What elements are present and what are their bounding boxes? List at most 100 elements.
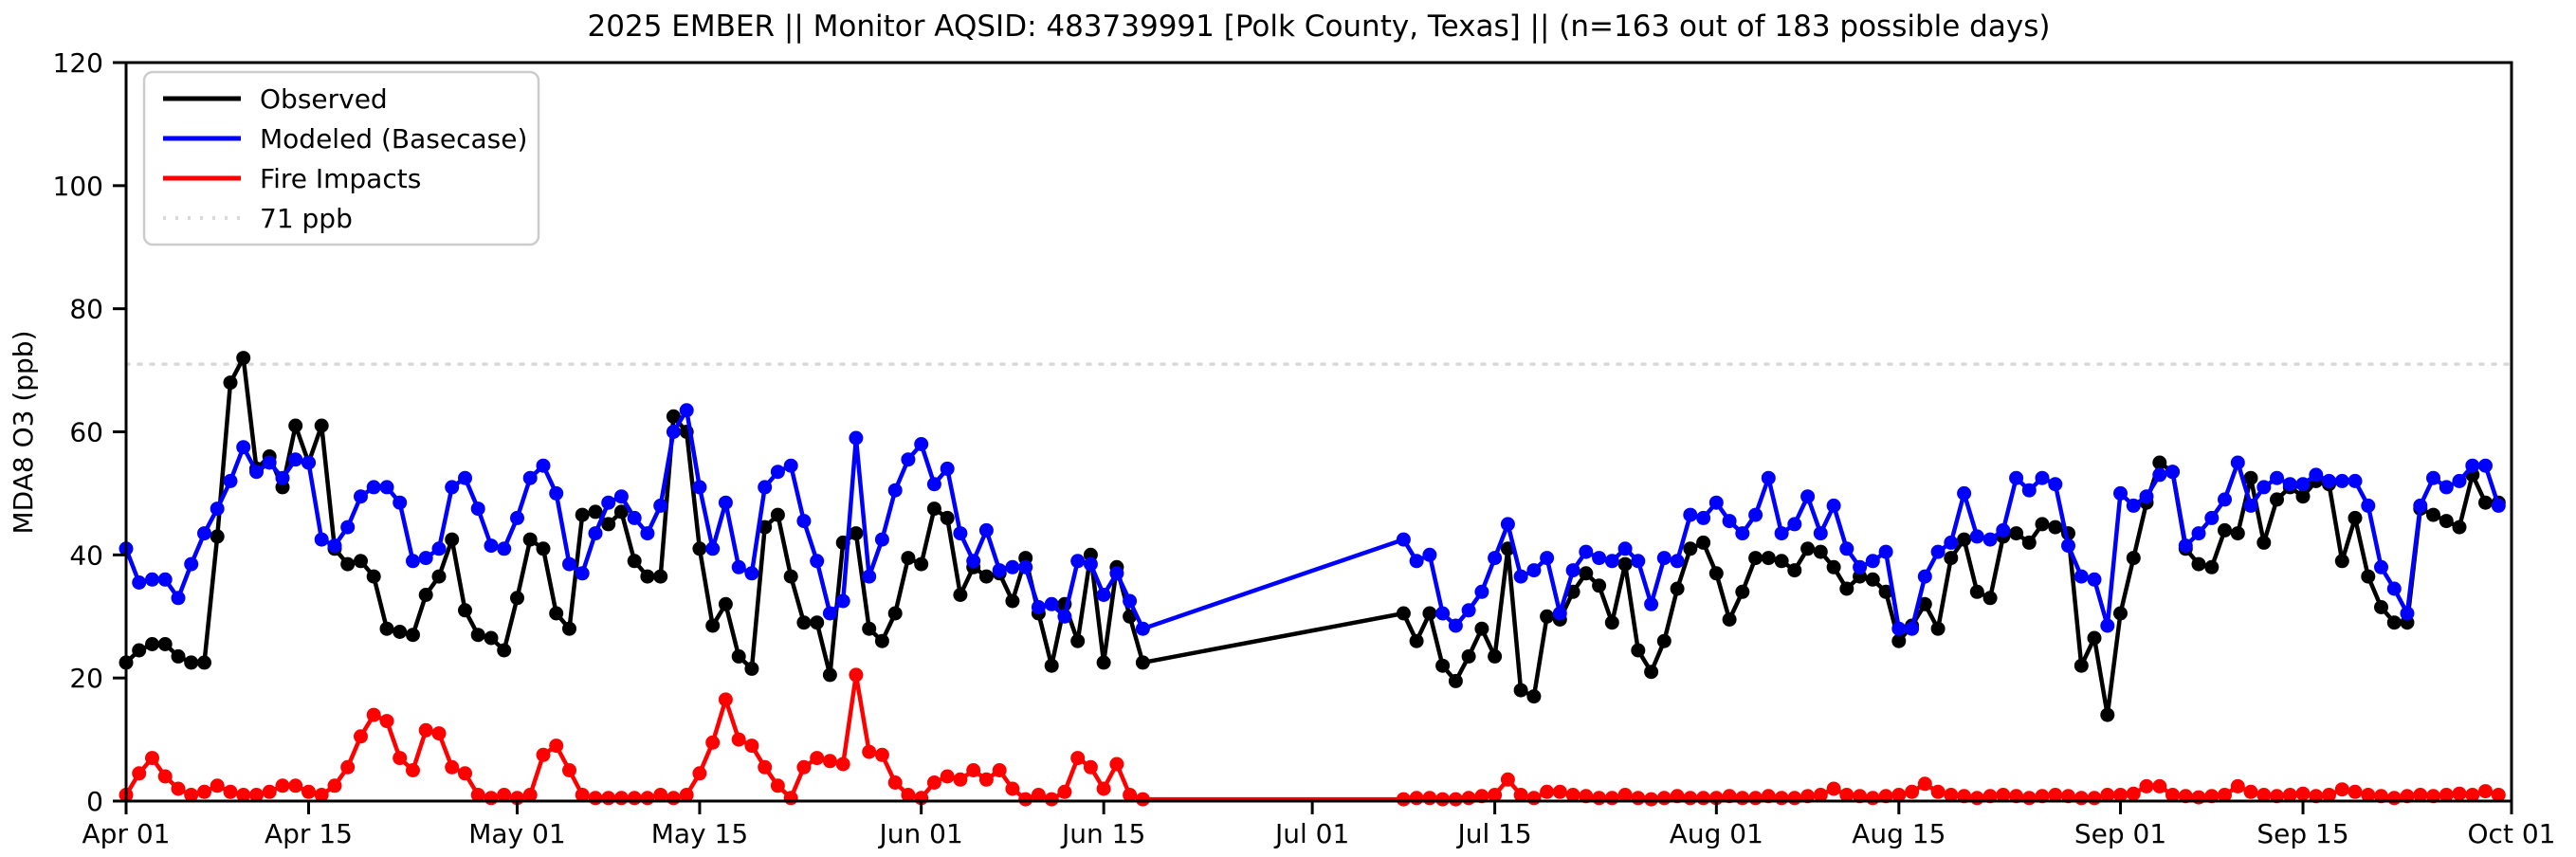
observed-point [1878,584,1893,599]
modeled-basecase-point [1070,554,1086,569]
modeled-basecase-point [366,480,381,495]
modeled-basecase-point [731,559,746,574]
fire-impacts-point [640,791,655,806]
modeled-basecase-point [1644,596,1659,611]
y-tick-label-100: 100 [53,171,103,202]
fire-impacts-point [1944,788,1959,802]
observed-point [953,588,968,602]
observed-point [1761,551,1776,566]
fire-impacts-point [1969,791,1984,806]
modeled-basecase-point [835,593,850,609]
fire-impacts-point [1930,784,1946,799]
observed-point [2126,551,2141,566]
fire-impacts-point [1044,792,1059,807]
fire-impacts-point [301,784,316,799]
fire-impacts-point [2295,786,2311,801]
modeled-basecase-point [2295,477,2311,492]
observed-point [783,569,798,584]
modeled-basecase-point [2270,470,2284,485]
modeled-basecase-point [1135,621,1150,636]
modeled-basecase-point [940,461,955,476]
observed-point [1540,609,1555,624]
observed-point [1044,658,1059,673]
modeled-basecase-point [340,520,356,535]
observed-point [1708,566,1724,581]
modeled-basecase-point [2100,618,2115,633]
observed-point [184,655,199,670]
fire-impacts-point [1787,791,1802,806]
observed-point [887,606,903,621]
fire-impacts-point [1123,788,1138,802]
modeled-basecase-point [2009,470,2024,485]
fire-impacts-point [2139,778,2154,793]
fire-impacts-point [718,692,733,707]
modeled-basecase-point [1839,541,1854,556]
fire-impacts-point [1604,791,1619,806]
fire-impacts-point [1448,792,1463,807]
modeled-basecase-point [718,495,733,510]
x-tick-label-Sep-01: Sep 01 [2074,818,2166,849]
observed-point [2100,707,2115,722]
modeled-basecase-point [562,556,576,572]
x-tick-label-Jun-15: Jun 15 [1060,818,1145,849]
fire-impacts-point [783,791,798,806]
modeled-basecase-point [575,566,590,581]
fire-impacts-point [1057,784,1072,799]
modeled-basecase-point [1513,569,1528,584]
chart-title: 2025 EMBER || Monitor AQSID: 483739991 [… [588,9,2051,44]
modeled-basecase-point [1722,514,1737,529]
fire-impacts-point [549,738,564,754]
modeled-basecase-point [2439,480,2454,495]
series-group [119,351,2506,807]
observed-point [354,554,368,569]
fire-impacts-point [393,751,408,766]
fire-impacts-point [1526,791,1542,806]
modeled-basecase-point [301,455,316,470]
fire-impacts-point [236,788,251,802]
observed-point [2035,517,2050,532]
observed-point [393,625,408,639]
modeled-basecase-point [2426,470,2440,485]
modeled-basecase-point [1787,517,1802,532]
modeled-basecase-point [1996,522,2011,538]
x-tick-label-Jul-01: Jul 01 [1273,818,1349,849]
fire-impacts-point [731,732,746,747]
modeled-basecase-point [2322,473,2336,488]
fire-impacts-point [327,778,342,793]
fire-impacts-point [1500,772,1515,787]
observed-point [588,504,603,520]
fire-impacts-point [992,763,1007,777]
fire-impacts-point [770,778,785,793]
modeled-basecase-point [2361,498,2376,513]
observed-point [2218,522,2232,538]
modeled-basecase-point [1448,618,1463,633]
fire-impacts-point [2282,788,2297,802]
modeled-basecase-point [223,473,238,488]
observed-point [2452,520,2467,535]
modeled-basecase-point [431,541,447,556]
fire-impacts-point [653,788,668,802]
legend-label-fire-impacts: Fire Impacts [260,163,421,194]
fire-impacts-point [2021,791,2037,806]
modeled-basecase-point [1005,559,1020,574]
modeled-basecase-point [327,538,342,554]
modeled-basecase-point [1604,554,1619,569]
modeled-basecase-point [1865,554,1880,569]
fire-impacts-point [1644,792,1659,807]
observed-point [549,606,564,621]
fire-impacts-point [901,788,916,802]
fire-impacts-point [588,791,603,806]
modeled-basecase-point [2126,498,2141,513]
observed-point [406,628,420,643]
y-tick-label-40: 40 [69,539,103,571]
fire-impacts-point [705,735,721,750]
fire-impacts-point [1891,788,1907,802]
fire-impacts-point [1774,791,1789,806]
observed-point [1774,554,1789,569]
fire-impacts-point [1826,781,1841,796]
fire-impacts-point [223,784,238,799]
observed-point [978,569,994,584]
observed-point [770,507,785,522]
fire-impacts-point [601,791,616,806]
fire-impacts-point [2087,791,2102,806]
